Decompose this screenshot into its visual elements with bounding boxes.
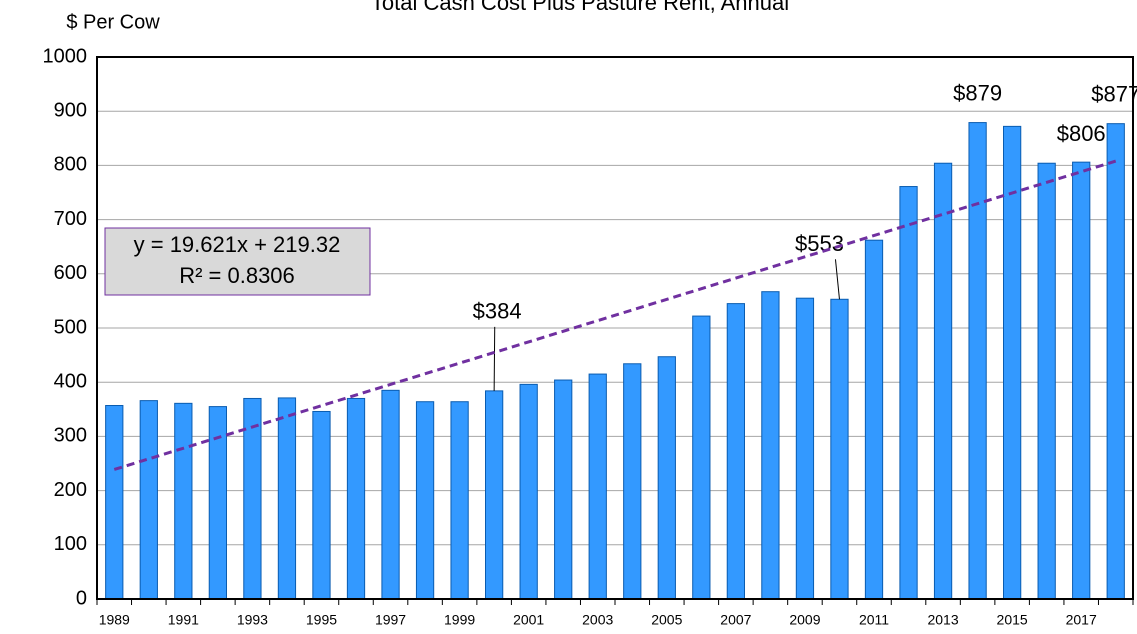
x-tick-label: 2009 [789,612,820,628]
x-tick-label: 2001 [513,612,544,628]
y-tick-label: 700 [54,208,87,230]
y-tick-label: 600 [54,262,87,284]
leader-line [834,259,840,300]
y-tick-label: 300 [54,425,87,447]
bar [485,390,504,600]
bar [795,297,815,600]
bar [761,291,780,600]
x-tick-label: 1991 [168,612,199,628]
bar [657,356,676,600]
chart-title: Total Cash Cost Plus Pasture Rent, Annua… [371,0,789,15]
bar [899,186,918,600]
trend-equation: y = 19.621x + 219.32 [134,232,341,257]
bar [519,383,538,600]
bar [623,363,642,600]
bar [1037,162,1056,600]
x-tick-label: 1993 [237,612,268,628]
y-tick-label: 400 [54,370,87,392]
x-tick-label: 2013 [927,612,958,628]
bar [381,389,400,600]
bar [243,397,262,600]
bar [726,303,746,600]
bar [312,410,331,600]
y-tick-label: 1000 [43,45,88,67]
y-tick-label: 0 [76,587,87,609]
x-tick-label: 2007 [720,612,751,628]
y-tick-label: 200 [54,479,87,501]
data-label: $879 [953,80,1002,105]
equation-box [104,227,371,296]
y-tick-label: 800 [54,154,87,176]
bar [968,122,987,600]
bar [830,298,849,600]
x-tick-label: 2017 [1066,612,1097,628]
y-tick-label: 100 [54,533,87,555]
x-tick-label: 1995 [306,612,337,628]
trendline [113,159,1117,471]
x-tick-label: 1997 [375,612,406,628]
bar [174,402,193,600]
data-label: $553 [795,231,844,256]
bar [864,239,884,600]
bar [933,162,953,600]
data-label: $806 [1057,121,1106,146]
x-tick-label: 2015 [997,612,1028,628]
data-label: $384 [473,299,522,324]
bar [692,315,711,600]
x-tick-label: 2005 [651,612,682,628]
bar [208,406,228,600]
trend-r-squared: R² = 0.8306 [179,263,295,288]
y-tick-label: 900 [54,99,87,121]
x-tick-label: 2003 [582,612,613,628]
bar [415,401,435,600]
bar [105,405,124,600]
bar [1003,125,1022,600]
plot-border [96,56,1134,600]
x-tick-label: 1989 [99,612,130,628]
y-tick-label: 500 [54,316,87,338]
leader-line [493,326,496,391]
bar [277,397,297,600]
bar [1072,161,1091,600]
bar [1106,123,1125,600]
bar [450,401,469,600]
bar [346,397,366,600]
data-label: $877 [1091,81,1137,106]
bar [588,373,607,600]
bar [554,379,573,600]
y-axis-label: $ Per Cow [66,11,160,33]
bar [139,400,158,600]
x-tick-label: 1999 [444,612,475,628]
x-tick-label: 2011 [859,612,889,628]
